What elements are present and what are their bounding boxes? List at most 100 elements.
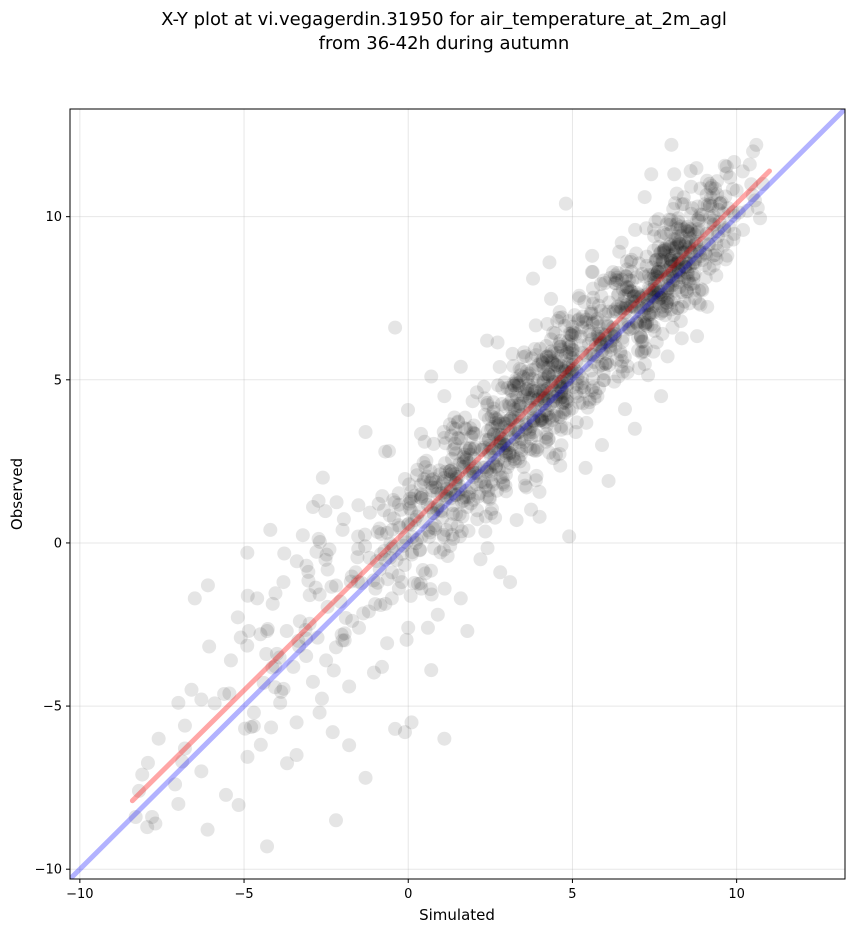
data-point — [714, 195, 729, 210]
data-point — [706, 208, 721, 223]
data-point — [628, 294, 643, 309]
data-point — [541, 381, 556, 396]
data-point — [421, 523, 436, 538]
data-point — [468, 460, 483, 475]
data-point — [615, 330, 630, 345]
data-point — [484, 441, 499, 456]
data-point — [625, 273, 640, 288]
data-point — [618, 269, 633, 284]
data-point — [582, 327, 597, 342]
data-point — [539, 349, 554, 364]
data-point — [689, 161, 704, 176]
data-point — [643, 288, 658, 303]
data-point — [721, 201, 736, 216]
data-point — [651, 212, 666, 227]
data-point — [671, 252, 686, 267]
data-point — [449, 470, 464, 485]
data-point — [665, 278, 680, 293]
data-point — [673, 237, 688, 252]
data-point — [539, 403, 554, 418]
data-point — [606, 328, 621, 343]
data-point — [549, 389, 564, 404]
data-point — [516, 349, 531, 364]
data-point — [652, 261, 667, 276]
data-point — [546, 346, 561, 361]
data-point — [498, 416, 513, 431]
data-point — [680, 284, 695, 299]
data-point — [607, 329, 622, 344]
data-point — [392, 520, 407, 535]
data-point — [587, 391, 602, 406]
data-point — [664, 295, 679, 310]
data-point — [603, 342, 618, 357]
data-point — [678, 260, 693, 275]
data-point — [539, 430, 554, 445]
data-point — [631, 330, 646, 345]
data-point — [366, 573, 381, 588]
data-point — [677, 294, 692, 309]
data-point — [634, 330, 649, 345]
data-point — [670, 229, 685, 244]
data-point — [462, 456, 477, 471]
data-point — [532, 388, 547, 403]
data-point — [601, 304, 616, 319]
data-point — [490, 378, 505, 393]
data-point — [567, 308, 582, 323]
data-point — [244, 720, 259, 735]
data-point — [448, 475, 463, 490]
data-point — [565, 346, 580, 361]
data-point — [350, 550, 365, 565]
data-point — [509, 371, 524, 386]
data-point — [544, 377, 559, 392]
data-point — [460, 443, 475, 458]
data-point — [614, 301, 629, 316]
data-point — [461, 523, 476, 538]
data-point — [672, 279, 687, 294]
data-point — [486, 477, 501, 492]
data-point — [325, 725, 340, 740]
data-point — [648, 268, 663, 283]
data-point — [541, 348, 556, 363]
data-point — [547, 365, 562, 380]
data-point — [463, 447, 478, 462]
data-point — [565, 319, 580, 334]
data-point — [558, 196, 573, 211]
data-points — [128, 137, 770, 854]
data-point — [511, 425, 526, 440]
data-point — [493, 470, 508, 485]
data-point — [408, 536, 423, 551]
data-point — [704, 179, 719, 194]
data-point — [481, 483, 496, 498]
data-point — [428, 521, 443, 536]
data-point — [646, 222, 661, 237]
data-point — [632, 256, 647, 271]
data-point — [660, 269, 675, 284]
data-point — [524, 419, 539, 434]
data-point — [666, 273, 681, 288]
data-point — [649, 335, 664, 350]
data-point — [527, 384, 542, 399]
data-point — [338, 610, 353, 625]
data-point — [565, 325, 580, 340]
data-point — [518, 417, 533, 432]
data-point — [617, 288, 632, 303]
data-point — [253, 737, 268, 752]
data-point — [629, 270, 644, 285]
data-point — [662, 237, 677, 252]
data-point — [554, 390, 569, 405]
data-point — [726, 205, 741, 220]
data-point — [428, 475, 443, 490]
data-point — [508, 432, 523, 447]
data-point — [594, 438, 609, 453]
data-point — [381, 444, 396, 459]
data-point — [588, 385, 603, 400]
data-point — [583, 347, 598, 362]
data-point — [677, 259, 692, 274]
data-point — [705, 199, 720, 214]
data-point — [653, 306, 668, 321]
data-point — [456, 454, 471, 469]
data-point — [591, 298, 606, 313]
data-point — [650, 269, 665, 284]
data-point — [423, 525, 438, 540]
data-point — [443, 538, 458, 553]
